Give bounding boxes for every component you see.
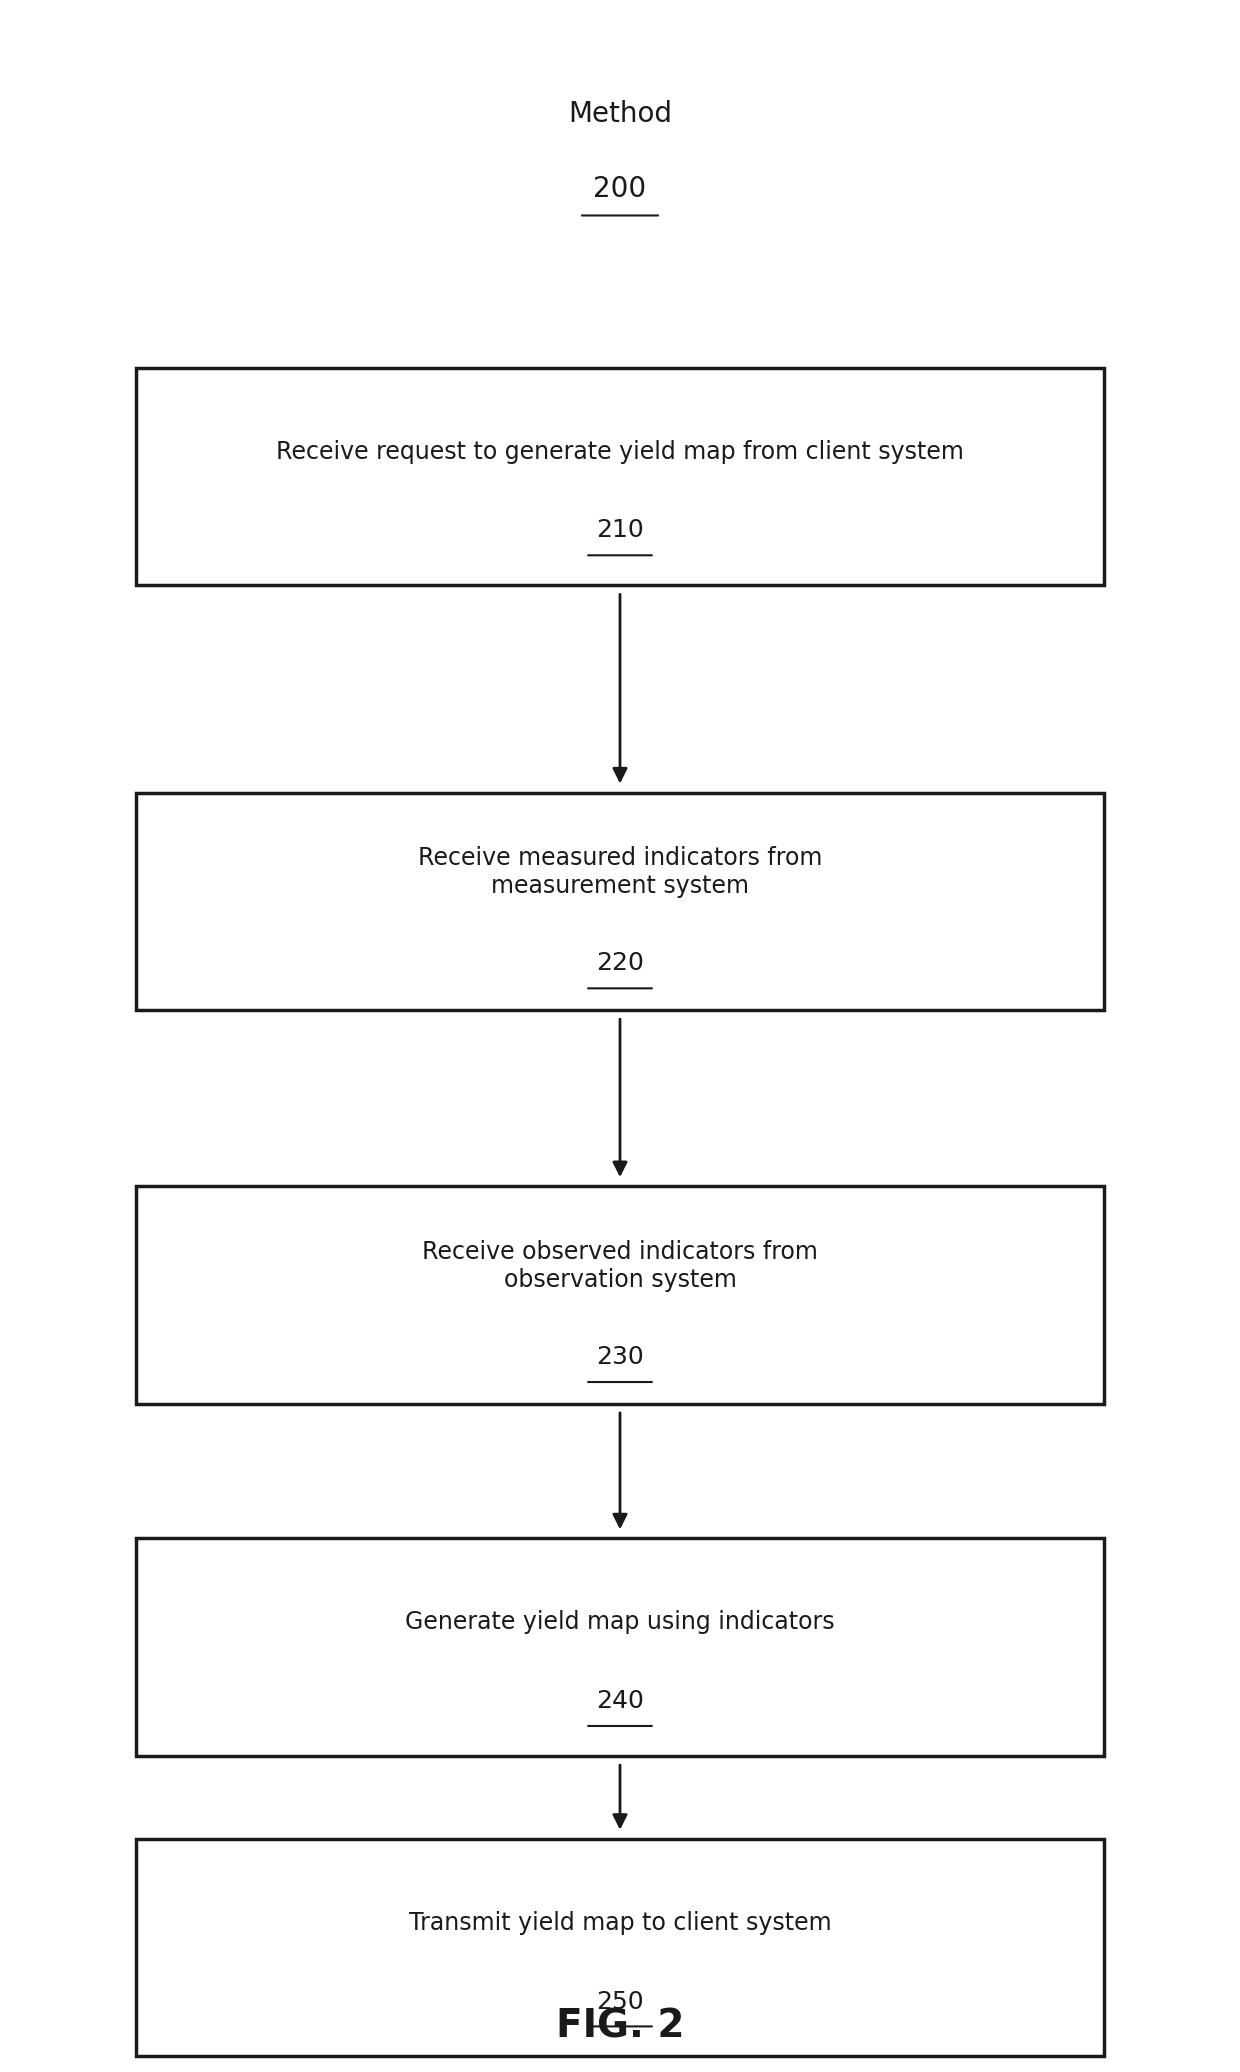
Text: Method: Method [568, 99, 672, 128]
Text: 200: 200 [594, 174, 646, 203]
Text: 250: 250 [596, 1989, 644, 2014]
FancyBboxPatch shape [136, 1840, 1104, 2055]
Text: Receive measured indicators from
measurement system: Receive measured indicators from measure… [418, 847, 822, 899]
Text: Generate yield map using indicators: Generate yield map using indicators [405, 1610, 835, 1635]
Text: 230: 230 [596, 1345, 644, 1370]
FancyBboxPatch shape [136, 369, 1104, 586]
Text: 210: 210 [596, 518, 644, 543]
Text: 240: 240 [596, 1689, 644, 1714]
FancyBboxPatch shape [136, 794, 1104, 1011]
Text: 220: 220 [596, 951, 644, 976]
Text: FIG. 2: FIG. 2 [556, 2008, 684, 2045]
FancyBboxPatch shape [136, 1537, 1104, 1757]
Text: Transmit yield map to client system: Transmit yield map to client system [409, 1910, 831, 1935]
FancyBboxPatch shape [136, 1187, 1104, 1405]
Text: Receive request to generate yield map from client system: Receive request to generate yield map fr… [277, 439, 963, 464]
Text: Receive observed indicators from
observation system: Receive observed indicators from observa… [422, 1239, 818, 1293]
